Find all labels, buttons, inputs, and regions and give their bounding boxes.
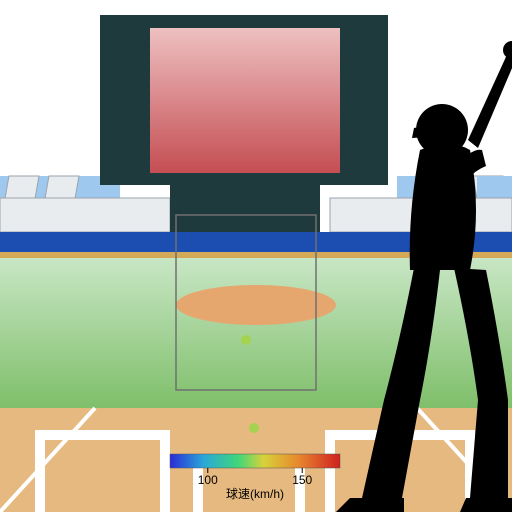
pitch-marker (241, 335, 251, 345)
legend-tick-label: 150 (292, 473, 312, 487)
pitchers-mound (176, 285, 336, 325)
pitch-location-chart: 100 150 球速(km/h) (0, 0, 512, 512)
pitch-marker (249, 423, 259, 433)
legend-label: 球速(km/h) (226, 487, 284, 501)
legend-tick-label: 100 (198, 473, 218, 487)
